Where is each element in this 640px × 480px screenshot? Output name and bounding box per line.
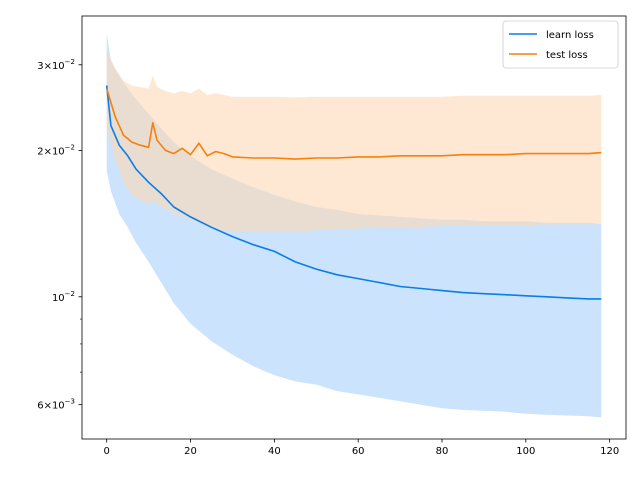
legend-label: learn loss: [546, 30, 594, 41]
test-loss-line: [105, 88, 602, 160]
legend: learn loss test loss: [502, 20, 619, 69]
plot-frame: [81, 15, 627, 440]
x-axis: 0 20 40 60 80 100 120: [104, 439, 619, 457]
x-tick-label: 60: [352, 446, 365, 457]
x-tick-label: 80: [436, 446, 449, 457]
y-tick-label: 2×10−2: [37, 143, 75, 157]
x-tick-label: 100: [516, 446, 535, 457]
x-tick-label: 120: [600, 446, 619, 457]
learn-loss-line: [105, 85, 602, 300]
y-axis: 6×10−3 10−2 2×10−2 3×10−2: [37, 58, 82, 412]
x-tick-label: 40: [268, 446, 281, 457]
legend-box: [502, 20, 619, 69]
x-tick-label: 20: [184, 446, 197, 457]
y-tick-label: 10−2: [52, 290, 75, 304]
test-loss-band: [106, 49, 602, 232]
y-tick-label: 3×10−2: [37, 58, 75, 72]
legend-label: test loss: [546, 50, 588, 61]
confidence-bands: [106, 33, 602, 418]
x-tick-label: 0: [104, 446, 110, 457]
y-tick-label: 6×10−3: [37, 398, 75, 412]
series-lines: [105, 85, 602, 300]
